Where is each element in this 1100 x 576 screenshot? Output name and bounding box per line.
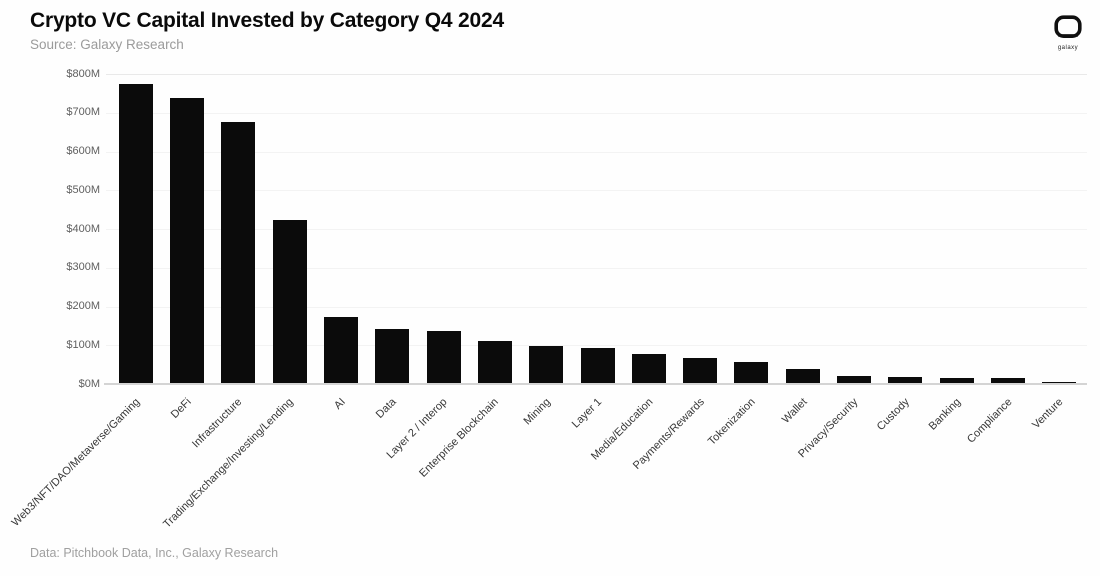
- bar-defi: [169, 97, 204, 383]
- bar-ai: [323, 316, 358, 383]
- y-tick-label: $400M: [66, 222, 100, 235]
- x-tick-label: Web3/NFT/DAO/Metaverse/Gaming: [9, 396, 143, 529]
- bar-trading-exchange-investing-lending: [272, 220, 307, 383]
- x-tick-label: Infrastructure: [190, 396, 245, 451]
- gridline: [106, 345, 1087, 347]
- gridline: [106, 151, 1087, 153]
- y-tick-label: $100M: [66, 338, 100, 351]
- gridline: [106, 267, 1087, 269]
- bar-tokenization: [734, 361, 769, 383]
- x-tick-label: Tokenization: [706, 396, 758, 448]
- bar-custody: [888, 376, 923, 383]
- bar-layer-1: [580, 348, 615, 383]
- bar-wallet: [785, 369, 820, 383]
- y-tick-label: $300M: [66, 261, 100, 274]
- bar-banking: [939, 377, 974, 383]
- x-axis-labels: Web3/NFT/DAO/Metaverse/Gaming DeFi Infrast…: [9, 392, 1085, 552]
- bar-enterprise-blockchain: [477, 341, 512, 383]
- x-tick-label: Compliance: [964, 396, 1015, 446]
- bar-compliance: [991, 378, 1026, 383]
- x-tick-label: Layer 1: [569, 396, 604, 431]
- galaxy-logo-label: galaxy: [1057, 45, 1079, 51]
- page-title: Crypto VC Capital Invested by Category Q…: [30, 9, 504, 32]
- x-tick-label: AI: [331, 396, 348, 412]
- data-credit: Data: Pitchbook Data, Inc., Galaxy Resea…: [30, 546, 279, 560]
- bar-infrastructure: [221, 122, 256, 383]
- gridline: [106, 190, 1087, 192]
- bar-media-education: [631, 353, 666, 383]
- x-axis-line: [104, 383, 1087, 385]
- y-tick-label: $0M: [78, 377, 100, 390]
- bar-data: [375, 328, 410, 383]
- gridline: [106, 229, 1087, 230]
- y-tick-label: $600M: [66, 145, 100, 157]
- x-tick-label: DeFi: [168, 396, 194, 421]
- x-tick-label: Data: [373, 396, 399, 421]
- y-axis: $0M $100M $200M $300M $400M $500M $600M $700M $8…: [0, 0, 100, 400]
- x-tick-label: Banking: [926, 396, 964, 433]
- x-tick-label: Wallet: [779, 396, 810, 426]
- x-tick-label: Venture: [1030, 396, 1066, 432]
- bar-venture: [1042, 381, 1077, 383]
- galaxy-logo: galaxy: [1048, 15, 1088, 51]
- x-tick-label: Custody: [874, 396, 912, 434]
- y-tick-label: $200M: [66, 300, 100, 312]
- plot-area: [104, 74, 1087, 385]
- source-label: Source: Galaxy Research: [30, 37, 184, 52]
- bar-web3-nft-dao-metaverse-gaming: [118, 84, 153, 383]
- bar-payments-rewards: [683, 358, 718, 383]
- bar-layer-2-interop: [426, 330, 461, 383]
- bar-mining: [529, 346, 564, 383]
- bar-privacy-security: [837, 376, 872, 383]
- gridline: [106, 112, 1087, 114]
- y-tick-label: $700M: [66, 106, 100, 119]
- y-tick-label: $800M: [66, 67, 100, 80]
- gridline: [106, 74, 1087, 75]
- x-tick-label: Mining: [521, 396, 553, 428]
- galaxy-logo-icon: [1054, 15, 1082, 39]
- gridline: [106, 306, 1087, 308]
- y-tick-label: $500M: [66, 183, 100, 196]
